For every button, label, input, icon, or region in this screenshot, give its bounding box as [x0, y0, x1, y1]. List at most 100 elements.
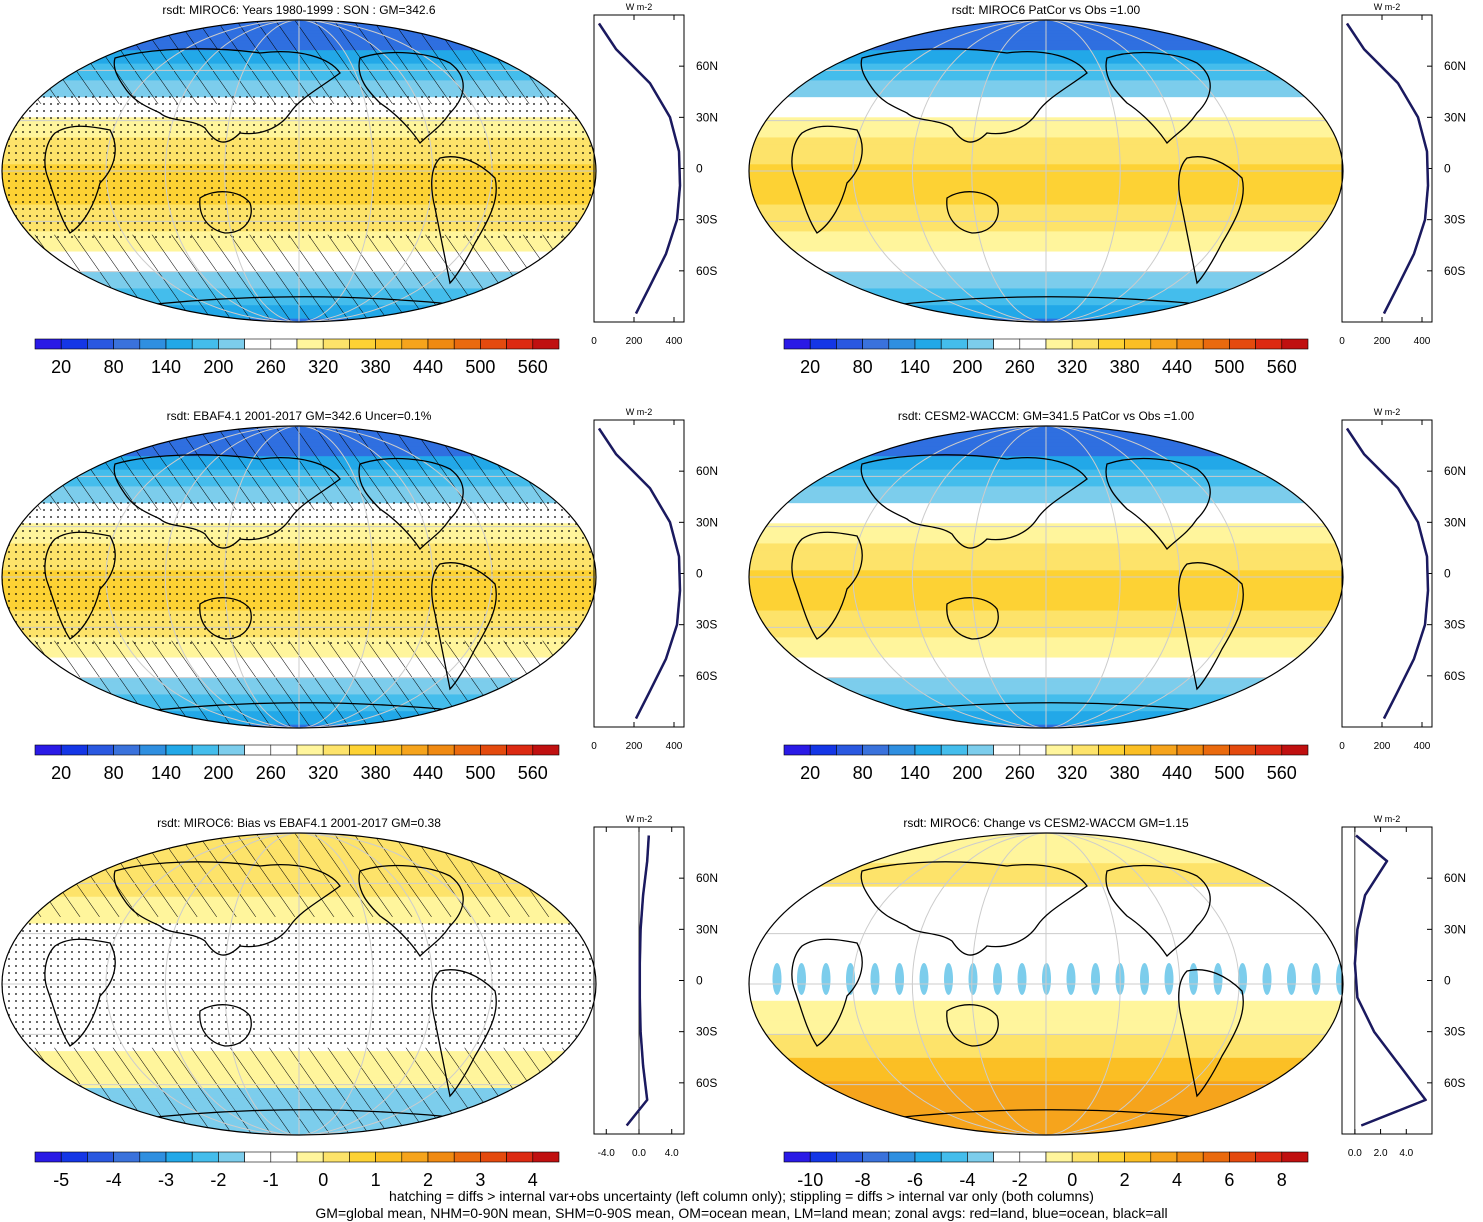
map-field — [749, 426, 1343, 728]
contour-cell — [944, 962, 953, 995]
zonal-x-label: 200 — [626, 741, 643, 752]
coastline — [791, 531, 863, 640]
zonal-x-label: 200 — [626, 336, 643, 347]
zonal-lat-label: 0 — [696, 162, 703, 176]
zonal-lat-label: 60N — [696, 59, 718, 73]
colorbar-swatch — [1176, 1151, 1204, 1163]
zonal-frame — [1341, 14, 1433, 323]
zonal-x-label: 4.0 — [665, 1148, 679, 1159]
coastline — [431, 562, 497, 691]
colorbar-swatch — [809, 744, 837, 756]
colorbar-swatch — [914, 1151, 942, 1163]
colorbar-label: 380 — [361, 763, 391, 783]
zonal-unit-label: W m-2 — [1374, 814, 1401, 824]
contour-cell — [870, 962, 880, 995]
colorbar-swatch — [1150, 338, 1178, 350]
colorbar-label: 320 — [308, 357, 338, 377]
zonal-plot-1: W m-2 60N 30N 0 30S 60S 0 200 400 — [591, 2, 718, 347]
colorbar-label: 4 — [1172, 1170, 1182, 1190]
graticule-meridian — [971, 833, 1121, 1135]
zonal-lat-label: 30N — [1444, 922, 1466, 936]
zonal-x-label: 0 — [591, 741, 597, 752]
colorbar-label: -10 — [797, 1170, 823, 1190]
map-border — [748, 425, 1344, 729]
panel-title-5: rsdt: MIROC6: Bias vs EBAF4.1 2001-2017 … — [157, 816, 441, 830]
colorbar-label: 500 — [1214, 763, 1244, 783]
colorbar-swatch — [914, 338, 942, 350]
colorbar-label: -4 — [106, 1170, 122, 1190]
coastline — [860, 861, 1088, 956]
zonal-lat-label: 30N — [696, 515, 718, 529]
coastline — [431, 969, 497, 1098]
colorbar-label: 200 — [952, 357, 982, 377]
colorbar-swatch — [1045, 1151, 1073, 1163]
zonal-x-label: 400 — [666, 336, 683, 347]
colorbar-label: 320 — [1057, 357, 1087, 377]
colorbar-swatch — [60, 1151, 88, 1163]
colorbar-label: 200 — [203, 763, 233, 783]
zonal-lat-label: 0 — [696, 974, 703, 988]
colorbar-swatch — [1098, 744, 1125, 756]
colorbar-swatch — [244, 338, 272, 350]
colorbar-swatch — [506, 338, 534, 350]
zonal-lat-label: 60S — [696, 1076, 717, 1090]
colorbar-swatch — [1019, 744, 1047, 756]
map-field — [749, 20, 1343, 322]
zonal-lat-label: 60N — [1444, 871, 1466, 885]
panel-title-4: rsdt: CESM2-WACCM: GM=341.5 PatCor vs Ob… — [897, 409, 1195, 423]
zonal-unit-label: W m-2 — [626, 814, 653, 824]
coastline — [44, 531, 116, 640]
colorbar-swatch — [888, 338, 916, 350]
zonal-unit-label: W m-2 — [626, 407, 653, 417]
colorbar-swatch — [967, 744, 994, 756]
coastline — [1105, 457, 1211, 551]
coastline — [1178, 156, 1244, 285]
colorbar-label: 0 — [1067, 1170, 1077, 1190]
map-panel-5 — [1, 832, 597, 1136]
colorbar-swatch — [453, 1151, 481, 1163]
coastline — [946, 191, 999, 234]
contour-cell — [1140, 962, 1149, 995]
colorbar-label: 200 — [203, 357, 233, 377]
contour-cell — [1213, 962, 1223, 995]
map-panel-2 — [748, 19, 1344, 323]
colorbar-swatch — [1150, 744, 1178, 756]
colorbar-swatch — [1229, 1151, 1256, 1163]
colorbar-swatch — [993, 338, 1021, 350]
colorbar-swatch — [60, 744, 88, 756]
colorbar-swatch — [480, 338, 507, 350]
colorbar-3: 2080140200260320380440500560620 — [34, 744, 560, 783]
map-border — [1, 425, 597, 729]
contour-cell — [1091, 962, 1100, 995]
contour-cell — [895, 962, 904, 995]
zonal-lat-label: 60N — [696, 464, 718, 478]
colorbar-swatch — [165, 1151, 193, 1163]
zonal-lat-label: 0 — [1444, 974, 1451, 988]
coastline — [1178, 969, 1244, 1098]
zonal-line-all — [1345, 427, 1430, 720]
coastline — [358, 457, 464, 551]
graticule-meridian — [971, 426, 1121, 728]
zonal-lat-label: 30N — [696, 110, 718, 124]
colorbar-label: 1 — [371, 1170, 381, 1190]
zonal-lat-label: 30S — [696, 618, 717, 632]
zonal-line-all — [1353, 834, 1427, 1127]
zonal-lat-label: 30N — [1444, 110, 1466, 124]
contour-cell — [993, 962, 1002, 995]
zonal-line-land — [598, 22, 682, 314]
coastline — [358, 864, 464, 958]
colorbar-swatch — [34, 338, 62, 350]
colorbar-swatch — [375, 744, 403, 756]
colorbar-swatch — [1202, 338, 1230, 350]
colorbar-swatch — [532, 1151, 560, 1163]
colorbar-label: 8 — [1277, 1170, 1287, 1190]
colorbar-swatch — [862, 1151, 890, 1163]
colorbar-swatch — [34, 1151, 62, 1163]
zonal-x-label: 200 — [1374, 741, 1391, 752]
zonal-x-label: 0 — [1339, 741, 1345, 752]
colorbar-label: 440 — [1162, 357, 1192, 377]
colorbar-label: 4 — [528, 1170, 538, 1190]
colorbar-swatch — [218, 338, 245, 350]
zonal-lat-label: 30S — [1444, 1025, 1465, 1039]
colorbar-label: 560 — [1267, 763, 1297, 783]
